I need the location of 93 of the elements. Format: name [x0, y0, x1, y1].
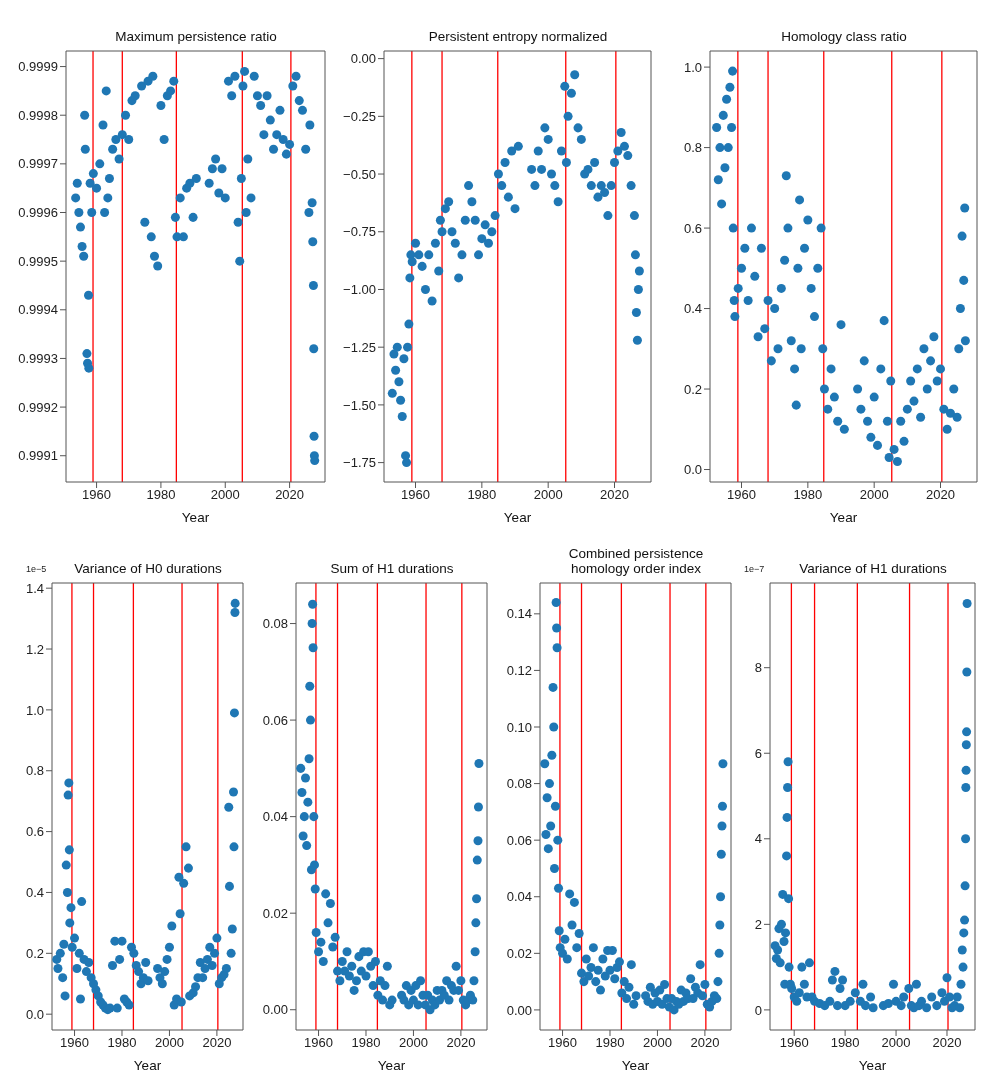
text: 1e−5 — [26, 564, 47, 574]
x-tick-label: 1960 — [82, 487, 112, 503]
y-tick-label: 0.4 — [683, 301, 702, 317]
x-axis-title: Year — [181, 510, 210, 525]
y-tick-label: 0.04 — [262, 809, 288, 825]
y-tick-label: −1.00 — [343, 282, 376, 298]
y-tick-label: 0.2 — [683, 381, 702, 397]
y-tick-label: 0.4 — [25, 885, 44, 901]
chart-title: Maximum persistence ratio — [114, 29, 278, 44]
chart-title: Variance of H1 durations — [798, 561, 948, 576]
y-tick-label: −1.50 — [343, 397, 376, 413]
y-tick-label: −0.25 — [343, 108, 376, 124]
y-tick-label: 0.02 — [506, 945, 532, 961]
x-tick-label: 1960 — [60, 1035, 89, 1051]
x-tick-label: 1980 — [351, 1035, 381, 1051]
y-tick-label: 0.12 — [506, 663, 532, 679]
y-tick-label: −1.75 — [343, 455, 376, 471]
x-tick-label: 2000 — [859, 487, 889, 503]
y-tick-label: 0.6 — [683, 220, 702, 236]
x-tick-label: 2020 — [600, 487, 629, 503]
x-tick-label: 2020 — [926, 487, 955, 503]
y-tick-label: 0.14 — [506, 606, 532, 622]
y-tick-label: 0.06 — [262, 712, 288, 728]
x-tick-label: 2020 — [932, 1035, 962, 1051]
x-tick-label: 1980 — [107, 1035, 137, 1051]
y-tick-label: 0.08 — [506, 776, 532, 792]
y-tick-label: 0.0 — [25, 1006, 44, 1022]
y-tick-label: 1.0 — [683, 59, 702, 75]
y-tick-label: 0.02 — [262, 905, 288, 921]
y-tick-label: 0.8 — [25, 763, 44, 779]
x-tick-label: 1980 — [830, 1035, 860, 1051]
x-tick-label: 2000 — [154, 1035, 184, 1051]
y-tick-label: 0.0 — [683, 462, 702, 478]
chart-title: Homology class ratio — [780, 29, 908, 44]
chart-title: Persistent entropy normalized — [427, 29, 609, 44]
y-tick-label: 0.9993 — [18, 351, 58, 367]
y-tick-label: 0.9994 — [18, 302, 58, 318]
y-tick-label: 0.06 — [506, 832, 532, 848]
y-tick-label: 1.2 — [25, 641, 44, 657]
x-tick-label: 1980 — [467, 487, 497, 503]
x-tick-label: 1980 — [793, 487, 823, 503]
y-tick-label: 0.9999 — [18, 59, 58, 75]
x-tick-label: 1960 — [304, 1035, 333, 1051]
x-axis-title: Year — [133, 1058, 162, 1073]
x-tick-label: 1960 — [727, 487, 756, 503]
x-tick-label: 2000 — [210, 487, 240, 503]
y-tick-label: 0.00 — [506, 1002, 532, 1018]
x-axis-title: Year — [858, 1058, 887, 1073]
chart-title: Variance of H0 durations — [73, 561, 223, 576]
y-tick-label: 0.08 — [262, 616, 288, 632]
y-tick-label: 0.00 — [350, 51, 376, 67]
y-tick-label: 0.9995 — [18, 253, 58, 269]
x-tick-label: 2000 — [398, 1035, 428, 1051]
y-tick-label: 8 — [754, 660, 762, 676]
x-tick-label: 1960 — [548, 1035, 577, 1051]
x-tick-label: 2000 — [881, 1035, 911, 1051]
y-tick-label: 0.10 — [506, 719, 532, 735]
y-tick-label: 4 — [754, 831, 762, 847]
y-tick-label: 0.9996 — [18, 205, 58, 221]
x-tick-label: 2020 — [446, 1035, 476, 1051]
x-tick-label: 1960 — [401, 487, 430, 503]
x-tick-label: 2020 — [275, 487, 305, 503]
chart-title: Combined persistence homology order index — [567, 546, 705, 576]
x-tick-label: 1980 — [595, 1035, 625, 1051]
x-tick-label: 2020 — [202, 1035, 232, 1051]
x-tick-label: 2000 — [533, 487, 563, 503]
y-tick-label: −0.50 — [343, 166, 376, 182]
y-tick-label: 0.6 — [25, 824, 44, 840]
x-axis-title: Year — [377, 1058, 406, 1073]
y-tick-label: 0.9991 — [18, 448, 58, 464]
y-tick-label: 0.8 — [683, 140, 702, 156]
y-tick-label: 0.04 — [506, 889, 532, 905]
text: 1e−7 — [744, 564, 765, 574]
y-tick-label: 0.2 — [25, 945, 44, 961]
x-tick-label: 1980 — [146, 487, 176, 503]
y-tick-label: 1.0 — [25, 702, 44, 718]
x-axis-title: Year — [829, 510, 858, 525]
x-axis-title: Year — [503, 510, 532, 525]
chart-title: Sum of H1 durations — [329, 561, 455, 576]
y-tick-label: 0.9992 — [18, 399, 58, 415]
y-tick-label: −0.75 — [343, 224, 376, 240]
x-axis-title: Year — [621, 1058, 650, 1073]
y-tick-label: 1.4 — [25, 580, 44, 596]
y-tick-label: 6 — [754, 745, 762, 761]
y-tick-label: 0 — [754, 1002, 762, 1018]
x-tick-label: 1960 — [779, 1035, 809, 1051]
x-tick-label: 2000 — [642, 1035, 672, 1051]
y-tick-label: 2 — [754, 916, 762, 932]
y-tick-label: −1.25 — [343, 339, 376, 355]
y-tick-label: 0.9997 — [18, 156, 58, 172]
y-tick-label: 0.9998 — [18, 107, 58, 123]
x-tick-label: 2020 — [690, 1035, 720, 1051]
y-tick-label: 0.00 — [262, 1002, 288, 1018]
